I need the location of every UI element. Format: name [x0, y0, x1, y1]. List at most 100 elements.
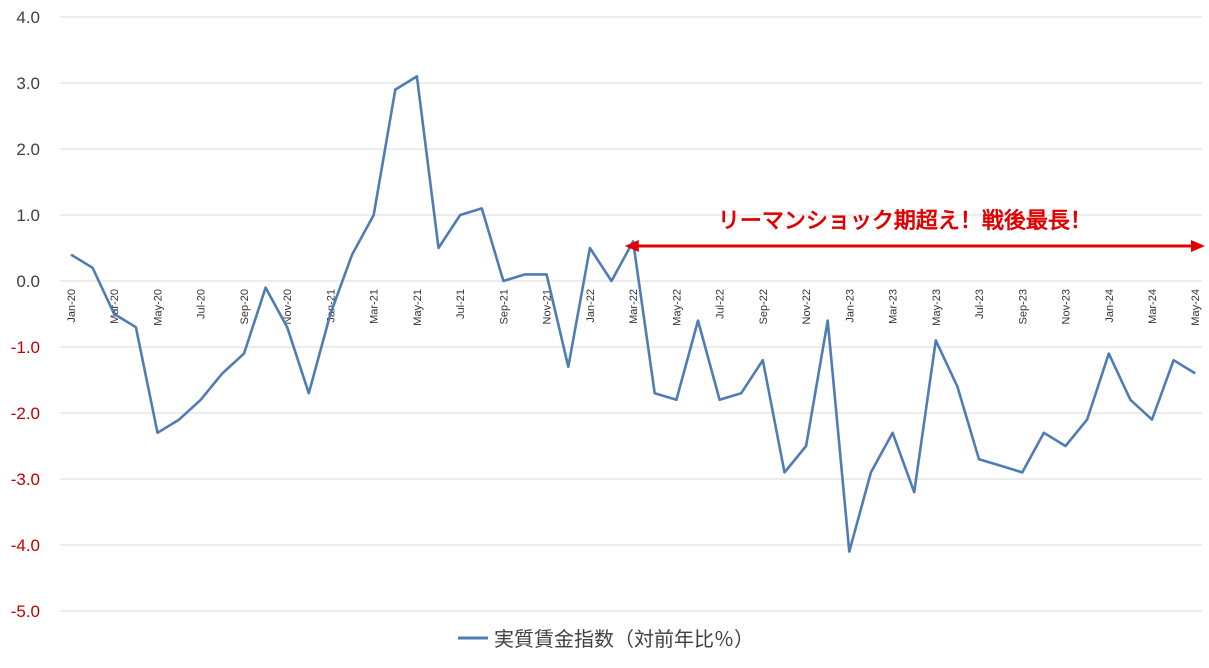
data-point [978, 458, 980, 460]
series-layer [70, 75, 1196, 553]
data-point [1108, 352, 1110, 354]
data-point [740, 392, 742, 394]
x-tick-label: Jan-23 [844, 289, 856, 323]
x-tick-label: Mar-24 [1147, 289, 1159, 324]
data-point [848, 550, 850, 552]
x-tick-label: May-24 [1190, 289, 1202, 326]
data-point [1086, 418, 1088, 420]
y-axis-tick-labels: 4.0 3.0 2.0 1.0 0.0 -1.0 -2.0 -3.0 -4.0 -5.0 [11, 8, 40, 621]
data-point [394, 88, 396, 90]
data-point [913, 491, 915, 493]
data-point [156, 432, 158, 434]
data-point [200, 399, 202, 401]
data-point [135, 326, 137, 328]
y-tick-label: 2.0 [16, 140, 40, 159]
data-point [956, 385, 958, 387]
x-tick-label: May-23 [931, 289, 943, 326]
y-tick-label: -1.0 [11, 338, 40, 357]
data-point [264, 286, 266, 288]
y-tick-label: -3.0 [11, 470, 40, 489]
data-point [567, 366, 569, 368]
annotation-text: リーマンショック期超え！戦後最長！ [718, 208, 1092, 234]
x-tick-label: Jul-23 [974, 289, 986, 319]
data-point [308, 392, 310, 394]
data-point [1129, 399, 1131, 401]
x-tick-label: Jan-21 [325, 289, 337, 323]
data-point [416, 75, 418, 77]
data-point [783, 471, 785, 473]
annotation-arrowhead-left [624, 240, 639, 253]
x-axis-tick-labels: Jan-20 Mar-20 May-20 Jul-20 Sep-20 Nov-20 Jan-… [66, 289, 1202, 326]
series-line-0 [70, 75, 1196, 553]
data-point [243, 352, 245, 354]
data-point [481, 207, 483, 209]
x-tick-label: Sep-20 [239, 289, 251, 324]
data-point [1194, 372, 1196, 374]
x-tick-label: Nov-22 [801, 289, 813, 324]
x-tick-label: Jul-22 [715, 289, 727, 319]
x-tick-label: May-22 [671, 289, 683, 326]
legend: 実質賃金指数（対前年比％） [458, 627, 754, 651]
data-point [870, 471, 872, 473]
x-tick-label: Nov-21 [542, 289, 554, 324]
data-point [351, 253, 353, 255]
data-point [1151, 418, 1153, 420]
x-tick-label: May-21 [412, 289, 424, 326]
data-point [718, 399, 720, 401]
x-tick-label: Jul-20 [196, 289, 208, 319]
y-tick-label: 1.0 [16, 206, 40, 225]
x-tick-label: Jan-20 [66, 289, 78, 323]
legend-label: 実質賃金指数（対前年比％） [494, 627, 754, 651]
data-point [654, 392, 656, 394]
data-point [113, 313, 115, 315]
gridlines [60, 16, 1202, 612]
data-point [70, 253, 72, 255]
data-point [1172, 359, 1174, 361]
annotation-layer: リーマンショック期超え！戦後最長！ [624, 208, 1205, 253]
data-point [762, 359, 764, 361]
data-point [675, 399, 677, 401]
data-point [1043, 432, 1045, 434]
data-point [827, 319, 829, 321]
annotation-arrowhead-right [1191, 240, 1205, 253]
data-point [545, 273, 547, 275]
data-point [891, 432, 893, 434]
x-tick-label: Jan-22 [585, 289, 597, 323]
data-point [221, 372, 223, 374]
x-tick-label: May-20 [152, 289, 164, 326]
x-tick-label: Mar-23 [888, 289, 900, 324]
data-point [1021, 471, 1023, 473]
x-tick-label: Sep-22 [758, 289, 770, 324]
data-point [935, 339, 937, 341]
data-point [999, 465, 1001, 467]
x-tick-label: Jul-21 [455, 289, 467, 319]
data-point [610, 280, 612, 282]
y-tick-label: 3.0 [16, 74, 40, 93]
data-point [697, 319, 699, 321]
x-tick-label: Sep-21 [498, 289, 510, 324]
data-point [502, 280, 504, 282]
x-tick-label: Mar-22 [628, 289, 640, 324]
data-point [589, 247, 591, 249]
data-point [178, 418, 180, 420]
data-point [372, 214, 374, 216]
y-tick-label: -5.0 [11, 602, 40, 621]
data-point [91, 267, 93, 269]
y-tick-label: -4.0 [11, 536, 40, 555]
data-point [437, 247, 439, 249]
x-tick-label: Mar-21 [369, 289, 381, 324]
data-point [1064, 445, 1066, 447]
y-tick-label: -2.0 [11, 404, 40, 423]
x-tick-label: Jan-24 [1104, 289, 1116, 323]
y-tick-label: 0.0 [16, 272, 40, 291]
x-tick-label: Sep-23 [1017, 289, 1029, 324]
x-tick-label: Nov-23 [1061, 289, 1073, 324]
data-point [524, 273, 526, 275]
data-point [805, 445, 807, 447]
data-point [329, 313, 331, 315]
x-tick-label: Nov-20 [282, 289, 294, 324]
data-point [286, 326, 288, 328]
y-tick-label: 4.0 [16, 8, 40, 27]
data-point [459, 214, 461, 216]
